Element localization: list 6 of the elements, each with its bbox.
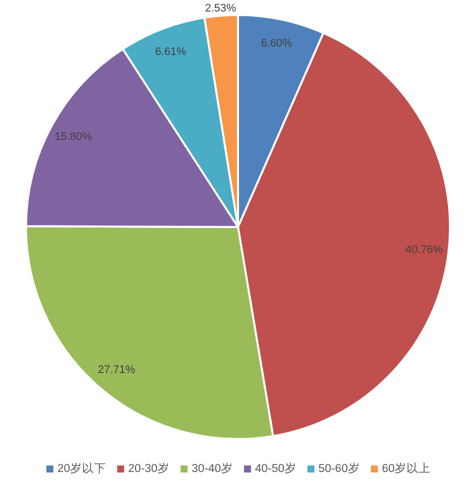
- legend-label: 20岁以下: [57, 462, 106, 475]
- legend-label: 40-50岁: [255, 462, 296, 475]
- legend-label: 60岁以上: [382, 462, 431, 475]
- legend-label: 30-40岁: [192, 462, 233, 475]
- legend-label: 50-60岁: [318, 462, 360, 475]
- legend-label: 20-30岁: [128, 462, 170, 475]
